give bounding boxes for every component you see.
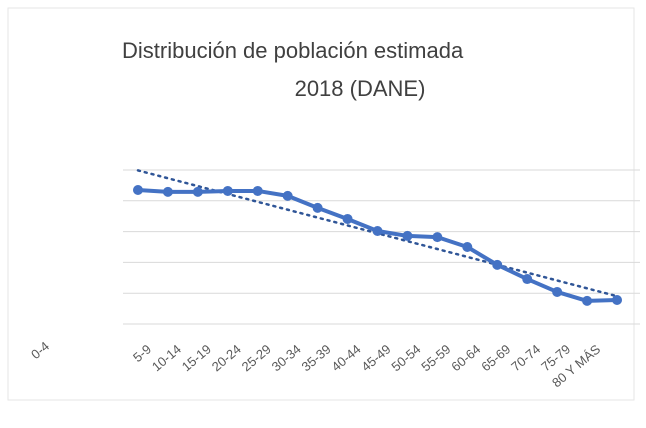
marker bbox=[222, 185, 233, 196]
marker bbox=[612, 294, 623, 305]
marker bbox=[462, 242, 473, 252]
marker bbox=[432, 232, 443, 243]
marker bbox=[552, 286, 563, 297]
marker bbox=[492, 259, 503, 270]
marker bbox=[252, 185, 263, 196]
marker bbox=[312, 202, 323, 213]
marker bbox=[402, 230, 413, 241]
marker bbox=[582, 295, 593, 306]
marker bbox=[132, 185, 143, 196]
marker bbox=[162, 186, 173, 197]
marker bbox=[282, 190, 293, 201]
chart-title: 2018 (DANE) bbox=[295, 76, 426, 101]
marker bbox=[192, 186, 203, 197]
chart-frame bbox=[7, 7, 635, 401]
marker bbox=[342, 213, 353, 224]
marker bbox=[372, 225, 383, 236]
marker bbox=[522, 274, 533, 285]
chart-title: Distribución de población estimada bbox=[122, 38, 464, 63]
